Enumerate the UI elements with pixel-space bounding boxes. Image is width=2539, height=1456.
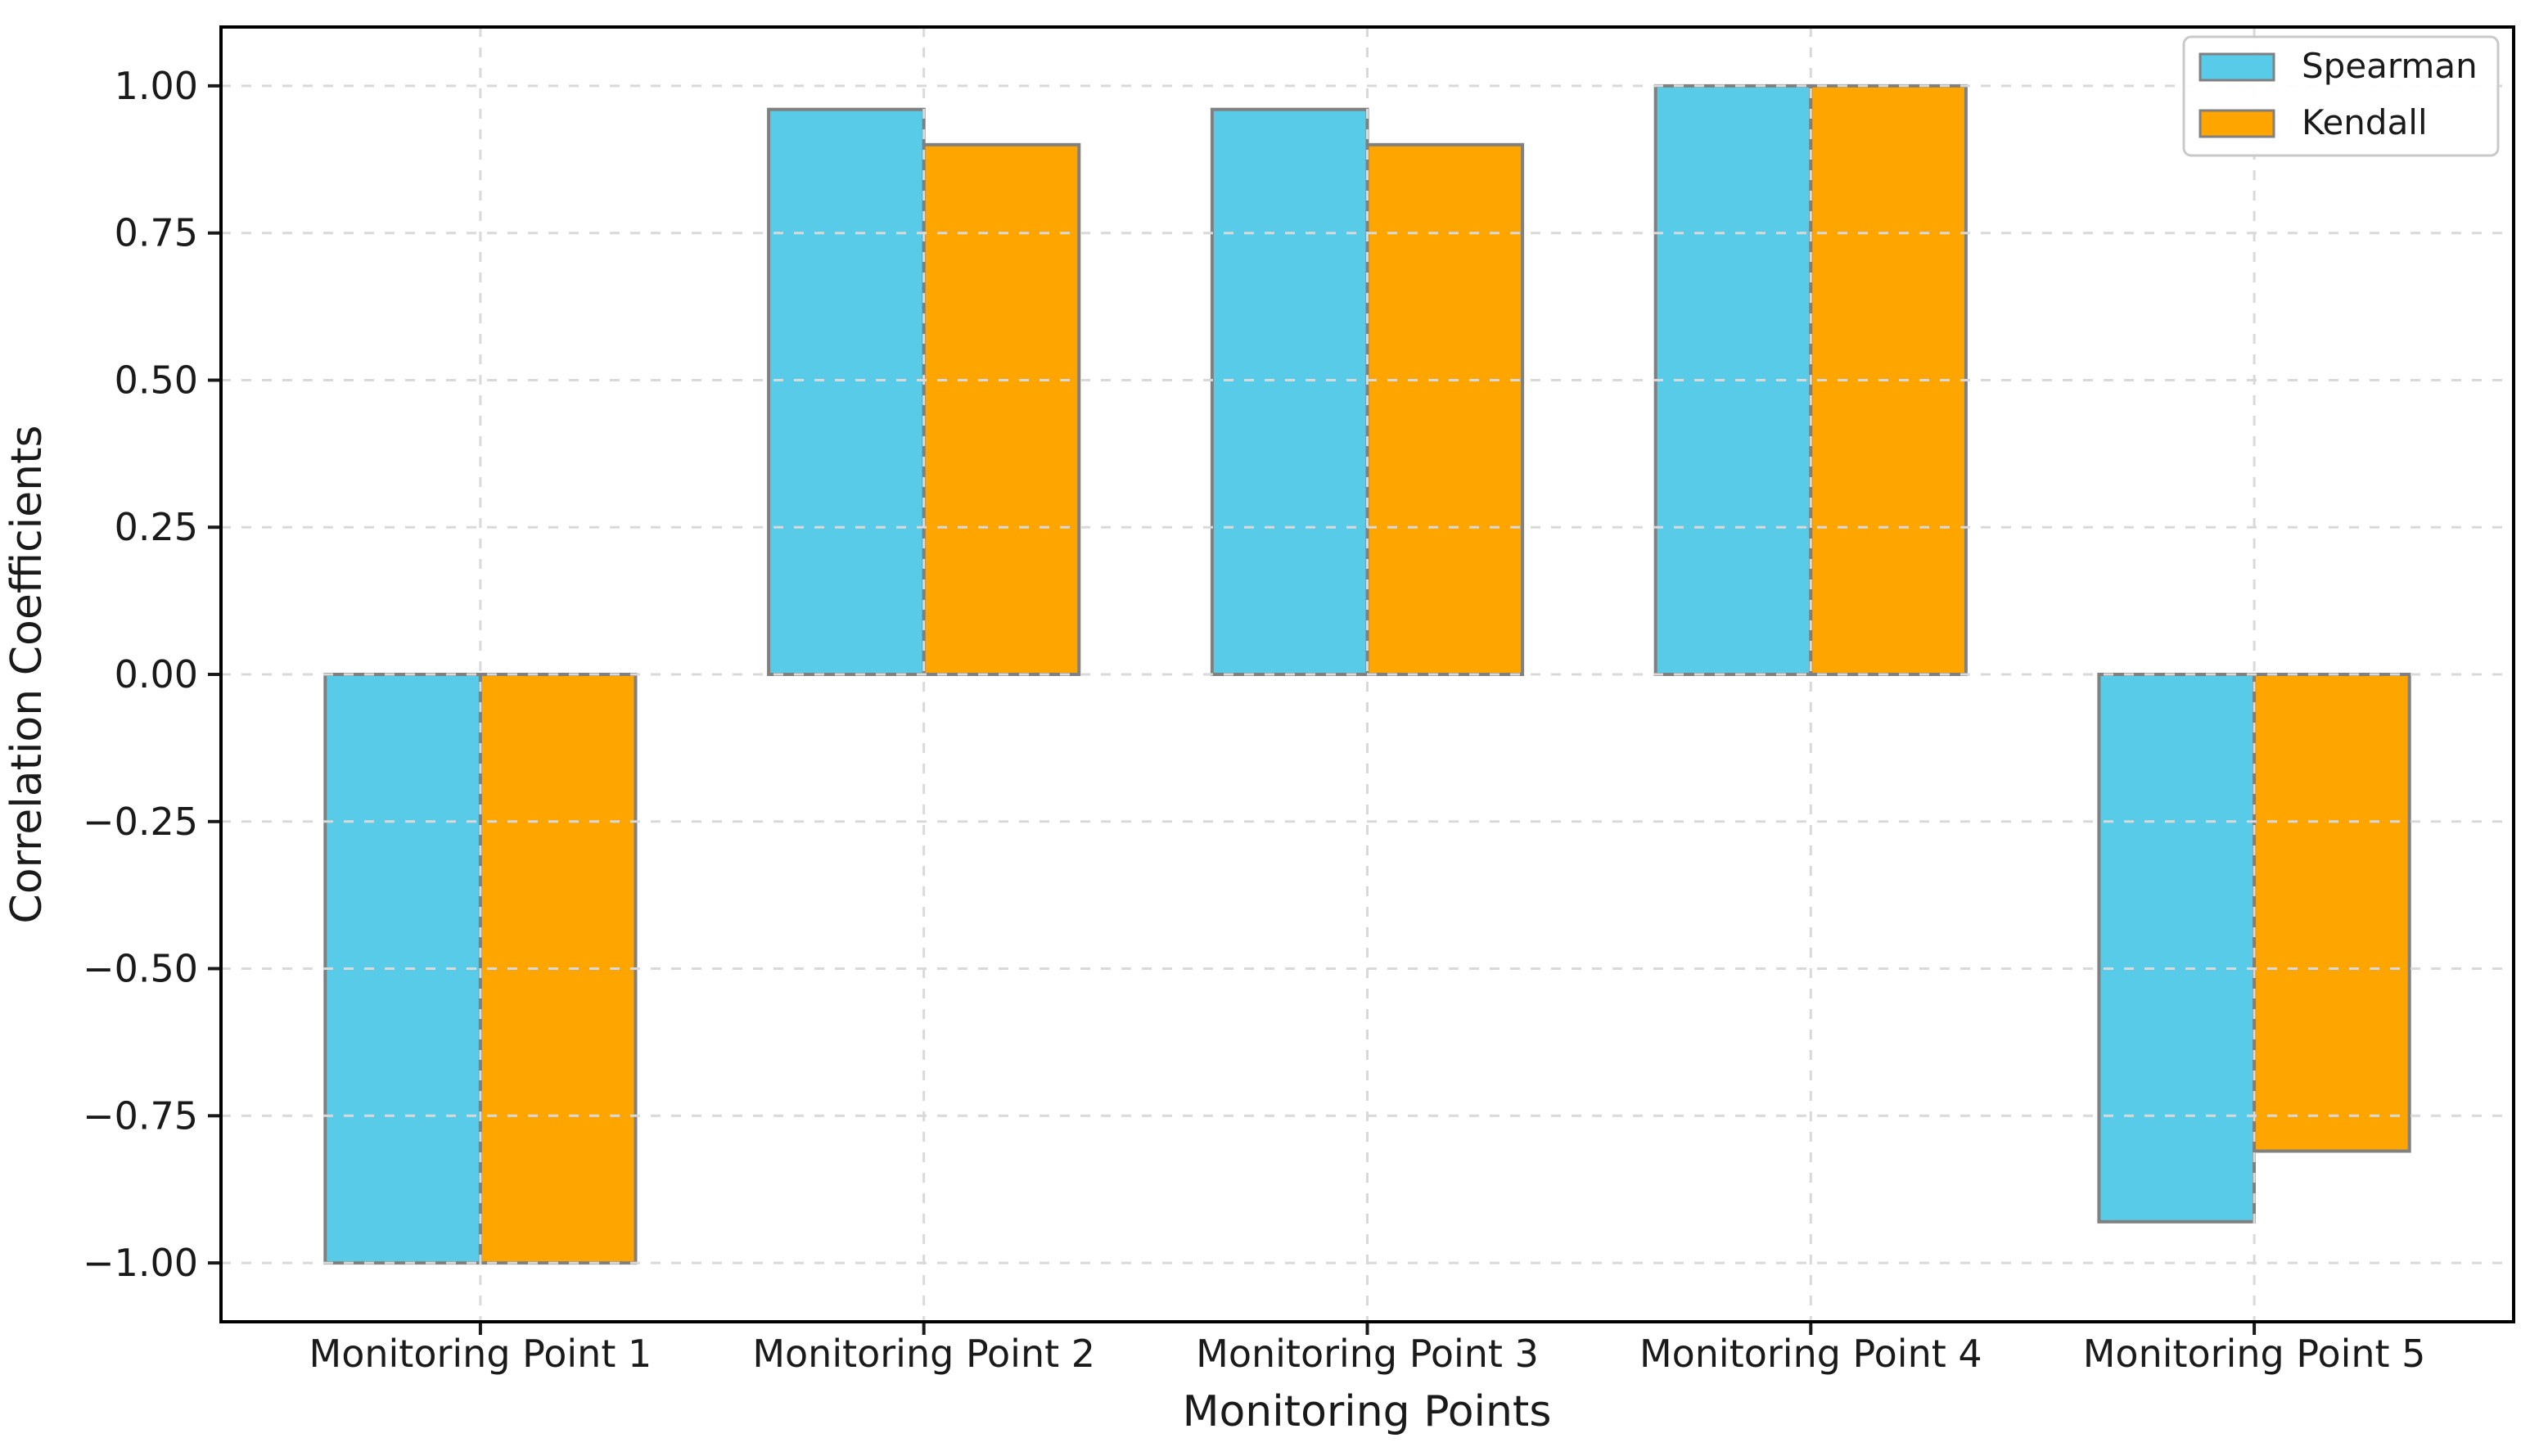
x-tick-label: Monitoring Point 3 (1196, 1332, 1539, 1376)
legend-swatch-kendall (2199, 109, 2275, 138)
bar-kendall-3 (1365, 142, 1525, 677)
y-axis-label: Correlation Coefficients (2, 425, 52, 923)
bar-spearman-5 (2097, 673, 2256, 1224)
x-tick-label: Monitoring Point 4 (1639, 1332, 1982, 1376)
legend-label-kendall: Kendall (2302, 102, 2428, 142)
bar-kendall-5 (2253, 673, 2411, 1153)
x-tick-label: Monitoring Point 1 (309, 1332, 652, 1376)
y-tick-label: 0.75 (115, 211, 198, 255)
grid-layer (221, 27, 2514, 1322)
y-tick-label: 0.00 (115, 652, 198, 696)
y-tick-label: −0.75 (83, 1093, 198, 1138)
y-tick-label: −0.25 (83, 800, 198, 844)
y-tick-label: −1.00 (83, 1241, 198, 1285)
y-tick-label: 0.50 (115, 358, 198, 403)
legend-swatch-spearman (2199, 52, 2275, 82)
y-tick-label: 1.00 (115, 64, 198, 108)
y-tick-label: 0.25 (115, 505, 198, 549)
x-tick-label: Monitoring Point 5 (2083, 1332, 2426, 1376)
bar-spearman-3 (1210, 107, 1369, 676)
plot-frame (219, 25, 2515, 1323)
x-axis-label: Monitoring Points (1183, 1387, 1552, 1436)
tick-labels-layer: 1.00 0.75 0.50 0.25 0.00 −0.25 −0.50 −0.75 −1.00… (83, 64, 2425, 1376)
axes-layer (208, 83, 2257, 1335)
y-tick-label: −0.50 (83, 947, 198, 991)
bar-kendall-2 (922, 142, 1081, 677)
legend: Spearman Kendall (2182, 35, 2500, 157)
legend-label-spearman: Spearman (2302, 46, 2478, 86)
bar-spearman-2 (767, 107, 926, 676)
x-tick-label: Monitoring Point 2 (752, 1332, 1095, 1376)
